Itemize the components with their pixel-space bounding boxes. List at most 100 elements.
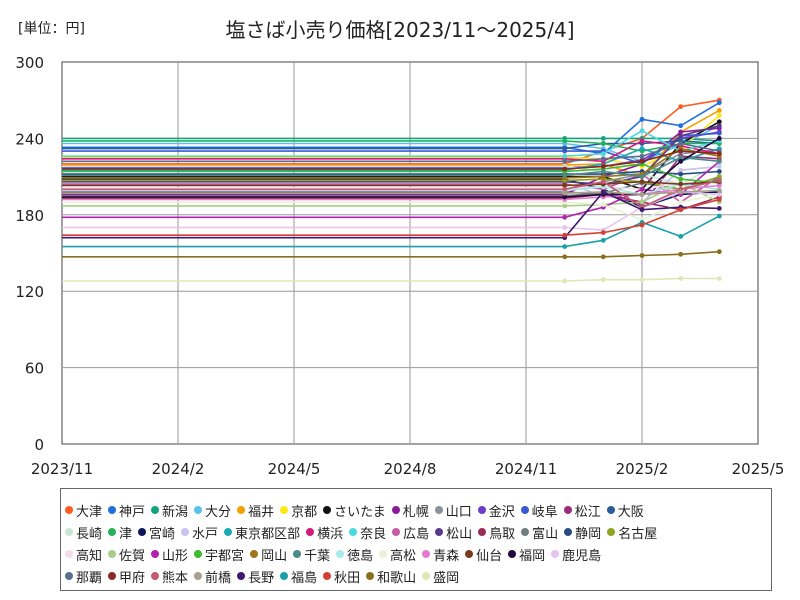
legend-marker-icon <box>280 506 289 514</box>
series-line <box>62 147 720 171</box>
legend-label: 千葉 <box>304 548 331 564</box>
legend-marker-icon <box>65 528 73 536</box>
data-point <box>678 158 684 164</box>
legend-label: 金沢 <box>488 504 515 520</box>
legend-label: 大津 <box>76 504 103 520</box>
legend-marker-icon <box>194 550 203 558</box>
legend-item: 大津 <box>65 501 102 520</box>
data-point <box>716 151 722 157</box>
legend-label: 福島 <box>291 570 318 586</box>
data-point <box>562 186 568 192</box>
legend-item: 福島 <box>280 567 317 586</box>
data-point <box>678 123 684 129</box>
legend-label: 前橋 <box>205 570 232 586</box>
legend-marker-icon <box>520 506 529 514</box>
legend-label: 京都 <box>291 504 318 520</box>
legend-item: 名古屋 <box>607 523 657 542</box>
legend-item: 新潟 <box>151 501 188 520</box>
legend-label: 熊本 <box>162 570 189 586</box>
legend-marker-icon <box>151 506 160 514</box>
legend-label: 佐賀 <box>119 548 146 564</box>
legend-marker-icon <box>237 506 246 514</box>
data-point <box>639 158 645 164</box>
data-point <box>600 174 606 180</box>
series-line <box>62 184 720 201</box>
legend-item: 甲府 <box>108 567 145 586</box>
legend-marker-icon <box>108 528 117 536</box>
data-point <box>639 128 645 134</box>
data-point <box>716 183 722 188</box>
series-line <box>62 137 720 142</box>
legend-item: 岐阜 <box>520 501 558 520</box>
data-point <box>639 179 645 185</box>
legend-label: 甲府 <box>119 570 146 586</box>
data-point <box>639 277 645 283</box>
data-point <box>716 188 722 194</box>
legend-label: 秋田 <box>334 570 361 586</box>
legend-item: 大分 <box>194 501 231 520</box>
x-tick-label: 2024/5 <box>268 460 321 478</box>
data-point <box>678 171 684 177</box>
legend-item: 長野 <box>237 567 274 586</box>
data-point <box>716 113 722 118</box>
legend-label: 徳島 <box>347 548 374 564</box>
line-chart: 0 60 120 180 240 300 2023/11 2024/2 2024/5 2024/8… <box>15 54 784 478</box>
data-point <box>562 244 568 250</box>
legend-label: 宇都宮 <box>205 548 245 564</box>
data-point <box>639 207 645 213</box>
data-point <box>678 276 684 281</box>
data-point <box>562 146 568 152</box>
data-point <box>639 186 645 192</box>
data-point <box>639 116 645 122</box>
data-point <box>600 202 606 208</box>
data-point <box>600 141 606 146</box>
series-line <box>62 140 720 150</box>
data-point <box>600 151 606 157</box>
series-line <box>62 183 720 196</box>
legend-item: 大阪 <box>606 501 644 520</box>
legend-label: 仙台 <box>476 548 503 564</box>
series-line <box>62 182 720 207</box>
data-point <box>600 136 606 141</box>
series-line <box>62 193 720 221</box>
legend-item: 高松 <box>379 545 416 564</box>
data-point <box>600 189 606 195</box>
data-point <box>600 277 606 283</box>
legend-item: 水戸 <box>181 523 218 542</box>
legend-label: 宮崎 <box>149 526 176 542</box>
unit-label: [単位：円] <box>18 21 85 37</box>
y-tick-label: 240 <box>15 130 44 148</box>
legend-marker-icon <box>108 550 117 558</box>
legend-item: 宮崎 <box>138 523 175 542</box>
data-point <box>716 100 722 106</box>
legend-label: 富山 <box>532 526 559 542</box>
legend-marker-icon <box>237 572 246 580</box>
legend-label: 東京都区部 <box>235 526 301 542</box>
data-point <box>562 166 568 172</box>
data-point <box>678 207 684 213</box>
y-tick-label: 300 <box>15 54 44 72</box>
legend-label: 盛岡 <box>433 570 460 586</box>
legend-item: 宇都宮 <box>194 545 244 564</box>
legend-label: 新潟 <box>162 504 189 520</box>
series-line <box>62 198 720 236</box>
series-line <box>62 277 720 282</box>
legend-item: 徳島 <box>336 545 373 564</box>
series-line <box>62 127 720 196</box>
legend-label: 津 <box>119 526 133 542</box>
data-point <box>678 167 684 173</box>
data-point <box>716 108 722 113</box>
legend-item: 鹿児島 <box>551 545 601 564</box>
data-point <box>562 158 568 164</box>
data-point <box>678 189 684 195</box>
legend-marker-icon <box>392 528 401 536</box>
data-point <box>562 183 568 188</box>
legend-marker-icon <box>194 506 203 514</box>
legend-label: 札幌 <box>402 504 429 520</box>
legend-item: 長崎 <box>65 523 102 542</box>
legend-item: 京都 <box>280 501 317 520</box>
legend-item: 前橋 <box>194 567 231 586</box>
series-line <box>62 180 720 187</box>
series-line <box>62 179 720 209</box>
y-tick-label: 180 <box>15 207 44 225</box>
